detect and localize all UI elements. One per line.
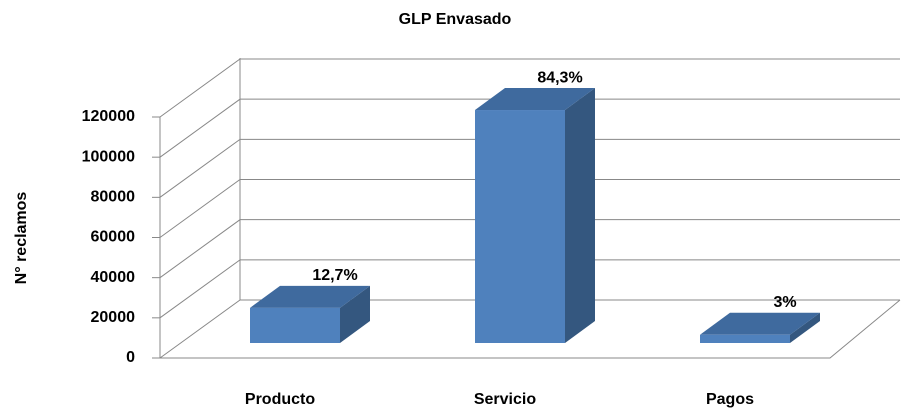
y-tick-label: 40000	[91, 269, 136, 286]
bar-side	[790, 312, 820, 343]
data-label: 12,7%	[312, 267, 357, 284]
x-tick-label: Servicio	[474, 391, 536, 408]
bar-side	[340, 285, 370, 343]
y-tick-label: 100000	[82, 148, 135, 165]
y-tick-label: 60000	[91, 229, 136, 246]
y-axis-label: N° reclamos	[13, 192, 30, 285]
grid-line	[159, 219, 900, 279]
grid-line	[159, 138, 900, 198]
grid-line	[159, 98, 900, 158]
x-tick-label: Producto	[245, 391, 315, 408]
bar	[700, 334, 790, 343]
grid-line	[159, 299, 900, 359]
y-tick-label: 80000	[91, 189, 136, 206]
x-tick-label: Pagos	[706, 391, 754, 408]
bar	[475, 110, 565, 344]
data-label: 84,3%	[537, 69, 582, 86]
bar-top	[700, 312, 820, 335]
bar	[250, 307, 340, 343]
floor-edge	[160, 299, 901, 359]
grid-line	[159, 259, 900, 319]
y-tick-label: 20000	[91, 309, 136, 326]
grid-line	[159, 179, 900, 238]
data-label: 3%	[773, 294, 796, 311]
chart-title: GLP Envasado	[399, 11, 512, 28]
bar-side	[565, 88, 595, 344]
grid-line	[159, 58, 900, 118]
bar-top	[250, 285, 370, 308]
bar-top	[475, 88, 595, 111]
y-tick-label: 120000	[82, 108, 135, 125]
y-tick-label: 0	[126, 349, 135, 366]
